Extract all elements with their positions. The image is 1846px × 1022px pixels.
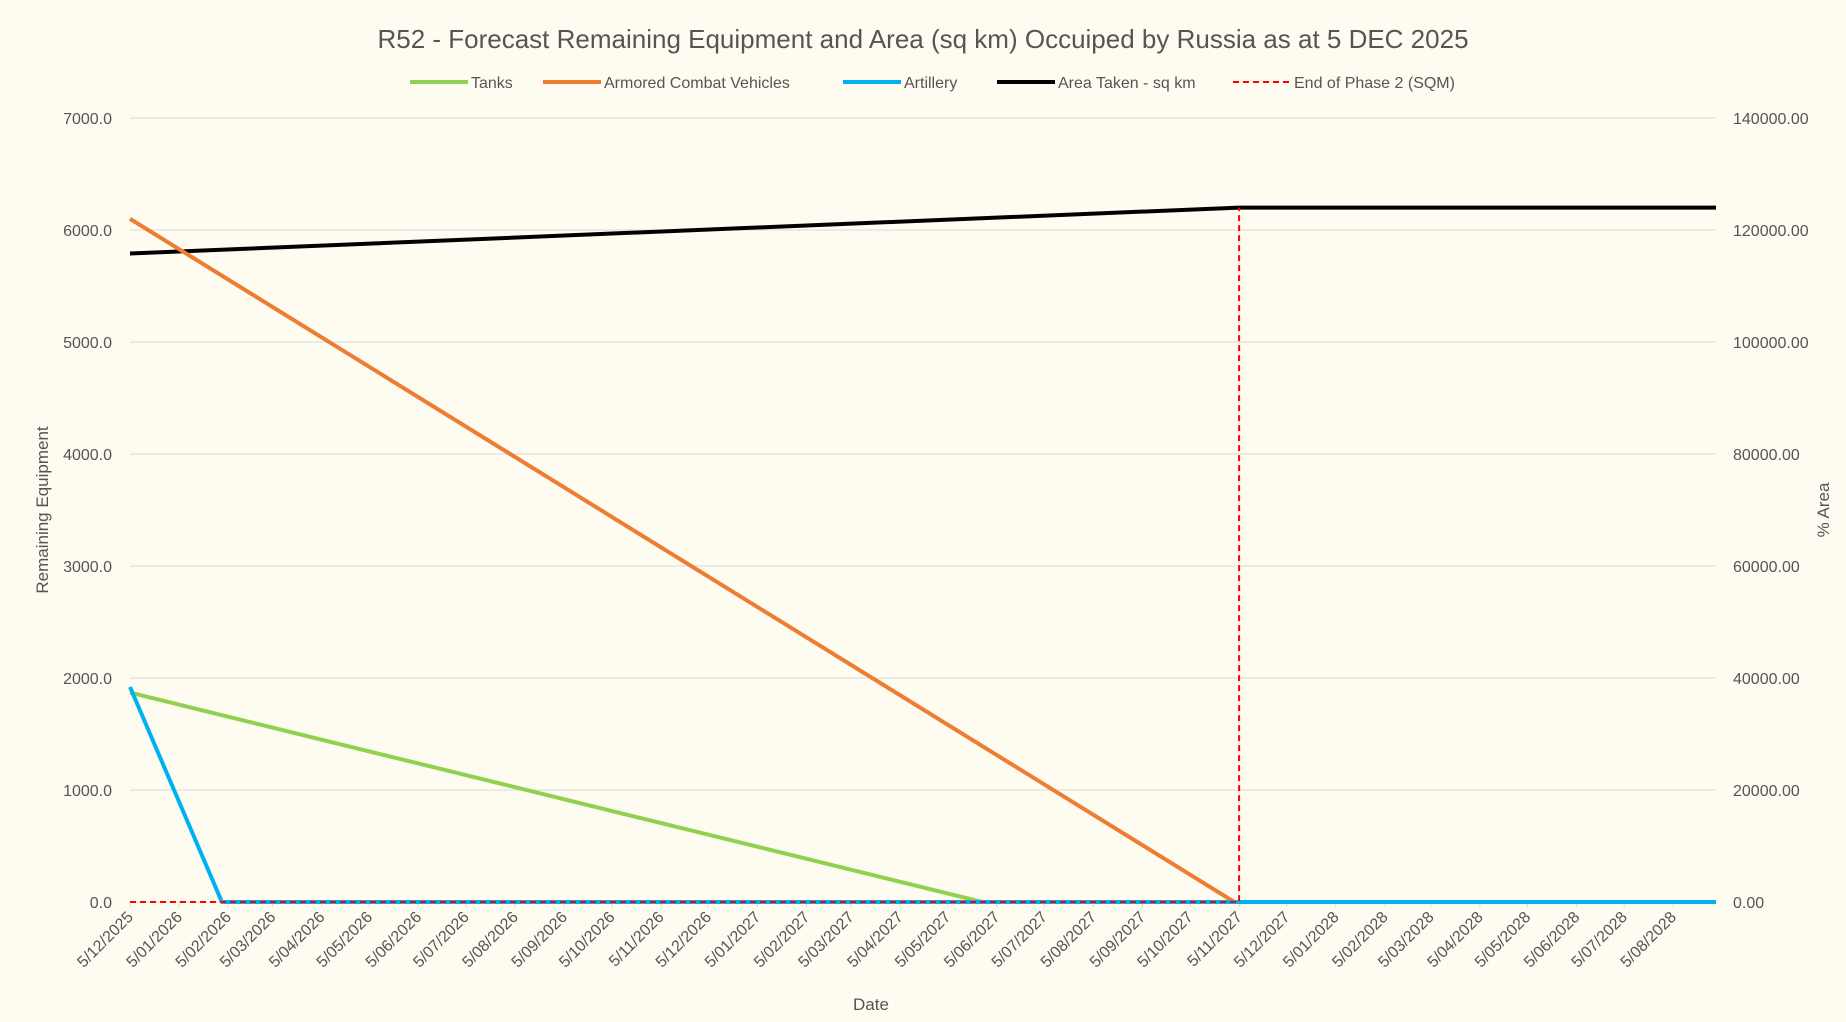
legend-label: Artillery [904, 75, 957, 92]
chart-title: R52 - Forecast Remaining Equipment and A… [377, 24, 1468, 54]
y-axis-right-title: % Area [1814, 482, 1833, 537]
y-axis-left-title: Remaining Equipment [33, 426, 52, 594]
y-tick-label: 4000.0 [63, 447, 112, 464]
series-line-artillery [128, 686, 1716, 904]
legend-label: Armored Combat Vehicles [604, 75, 790, 92]
y-tick-label: 0.0 [90, 895, 112, 912]
y2-tick-label: 60000.00 [1733, 559, 1800, 576]
series-line-end-of-phase-2-sqm- [130, 207, 1241, 903]
series-line-tanks [129, 690, 1716, 904]
legend-label: Area Taken - sq km [1058, 75, 1196, 92]
y-tick-label: 7000.0 [63, 111, 112, 128]
x-axis-title: Date [853, 995, 889, 1014]
y-tick-label: 1000.0 [63, 783, 112, 800]
series-lines [128, 205, 1716, 904]
y2-tick-label: 120000.00 [1733, 223, 1809, 240]
y2-tick-label: 80000.00 [1733, 447, 1800, 464]
y2-tick-label: 140000.00 [1733, 111, 1809, 128]
y2-tick-label: 100000.00 [1733, 335, 1809, 352]
y-tick-label: 3000.0 [63, 559, 112, 576]
gridlines [130, 117, 1716, 903]
y-axis-right-ticks: 0.00 20000.00 40000.00 60000.00 80000.00 1000… [1733, 111, 1809, 912]
legend: Tanks Armored Combat Vehicles Artillery Are… [410, 75, 1455, 92]
x-axis-ticks: 5/12/20255/01/20265/02/20265/03/20265/04… [74, 902, 1680, 971]
legend-label: End of Phase 2 (SQM) [1294, 75, 1455, 92]
y-tick-label: 2000.0 [63, 671, 112, 688]
series-line-area-taken-sq-km [129, 205, 1716, 256]
y-tick-label: 6000.0 [63, 223, 112, 240]
y2-tick-label: 20000.00 [1733, 783, 1800, 800]
y2-tick-label: 40000.00 [1733, 671, 1800, 688]
series-line-armored-combat-vehicles [128, 217, 1716, 904]
y2-tick-label: 0.00 [1733, 895, 1764, 912]
y-axis-left-ticks: 0.0 1000.0 2000.0 3000.0 4000.0 5000.0 6000.0 7… [63, 111, 112, 912]
legend-label: Tanks [471, 75, 513, 92]
y-tick-label: 5000.0 [63, 335, 112, 352]
